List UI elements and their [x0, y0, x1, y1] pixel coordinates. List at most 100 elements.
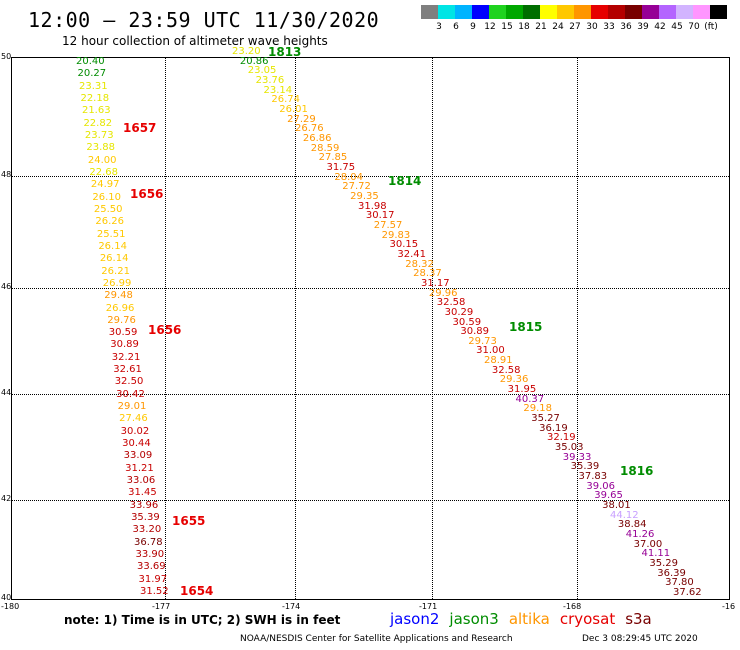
wave-height-value: 31.75 — [326, 161, 356, 173]
wave-height-value: 32.58 — [436, 297, 466, 309]
wave-height-value: 27.46 — [119, 413, 148, 425]
colorbar-swatch — [438, 5, 455, 19]
colorbar-label: 27 — [569, 22, 581, 32]
wave-height-value: 26.01 — [279, 103, 308, 115]
wave-height-value: 23.76 — [255, 74, 285, 86]
wave-height-value: 37.83 — [578, 471, 608, 483]
colorbar-swatch — [540, 5, 557, 19]
wave-height-value: 35.03 — [554, 442, 584, 454]
colorbar-label: 21 — [535, 22, 547, 32]
wave-height-value: 29.96 — [428, 287, 458, 299]
colorbar-swatch — [591, 5, 608, 19]
wave-height-value: 30.15 — [389, 239, 419, 251]
wave-height-value: 33.20 — [132, 524, 162, 536]
wave-height-value: 21.63 — [81, 105, 111, 117]
pass-time-label: 1814 — [388, 174, 422, 188]
longitude-label: -16 — [722, 602, 736, 611]
latitude-gridline — [12, 288, 729, 289]
wave-height-value: 31.17 — [421, 277, 450, 289]
colorbar-label: 9 — [470, 22, 476, 32]
wave-height-value: 26.76 — [295, 123, 324, 135]
wave-height-value: 35.39 — [570, 461, 600, 473]
wave-height-value: 23.20 — [232, 46, 261, 57]
wave-height-value: 28.04 — [334, 171, 364, 183]
wave-height-value: 38.01 — [602, 500, 631, 512]
satellite-legend: jason2 jason3 altika cryosat s3a — [390, 610, 662, 628]
legend-cryosat: cryosat — [559, 610, 616, 628]
wave-height-value: 25.51 — [96, 228, 126, 240]
wave-height-value: 36.78 — [134, 536, 163, 548]
wave-height-value: 30.29 — [444, 306, 474, 318]
wave-height-value: 20.86 — [239, 55, 269, 67]
wave-height-value: 39.06 — [586, 480, 616, 492]
wave-height-value: 29.36 — [499, 374, 529, 386]
wave-height-value: 37.00 — [633, 538, 663, 550]
colorbar-swatch — [625, 5, 642, 19]
wave-height-value: 29.01 — [117, 401, 147, 413]
colorbar-label: 30 — [586, 22, 598, 32]
wave-height-value: 33.96 — [129, 499, 159, 511]
wave-height-value: 31.52 — [140, 586, 169, 597]
wave-height-value: 30.89 — [110, 339, 139, 351]
wave-height-value: 26.86 — [302, 132, 332, 144]
wave-height-value: 32.50 — [114, 376, 144, 388]
units-note: note: 1) Time is in UTC; 2) SWH is in fe… — [64, 613, 341, 627]
wave-height-value: 36.19 — [539, 422, 568, 434]
colorbar-swatch — [574, 5, 591, 19]
longitude-label: -171 — [419, 602, 438, 611]
colorbar-label: 6 — [453, 22, 459, 32]
wave-height-value: 25.50 — [93, 203, 123, 215]
wave-height-value: 41.26 — [625, 529, 655, 541]
latitude-label: 46 — [1, 282, 12, 291]
wave-height-value: 30.17 — [365, 210, 395, 222]
wave-height-value: 28.59 — [310, 142, 340, 154]
colorbar-swatch — [455, 5, 472, 19]
wave-height-value: 32.58 — [491, 364, 521, 376]
wave-height-value: 27.72 — [342, 181, 371, 193]
wave-height-value: 31.45 — [128, 487, 157, 499]
wave-height-value: 30.59 — [108, 327, 138, 339]
legend-altika: altika — [508, 610, 550, 628]
longitude-label: -177 — [152, 602, 171, 611]
wave-height-value: 29.83 — [381, 229, 411, 241]
wave-height-value: 26.96 — [105, 302, 135, 314]
wave-height-value: 38.84 — [617, 519, 647, 531]
wave-height-value: 22.82 — [83, 117, 113, 129]
colorbar-swatch — [557, 5, 574, 19]
latitude-label: 48 — [1, 170, 12, 179]
wave-height-value: 36.39 — [657, 567, 686, 579]
wave-height-value: 33.90 — [135, 549, 165, 561]
longitude-gridline — [295, 58, 296, 599]
wave-height-value: 35.29 — [649, 558, 679, 570]
wave-height-value: 33.06 — [126, 475, 156, 487]
colorbar-label: 12 — [484, 22, 496, 32]
wave-height-value: 28.32 — [405, 258, 434, 270]
wave-height-value: 33.69 — [137, 561, 166, 573]
wave-height-value: 23.05 — [247, 65, 277, 77]
longitude-gridline — [577, 58, 578, 599]
colorbar-label: 18 — [518, 22, 530, 32]
wave-height-value: 32.41 — [397, 248, 427, 260]
wave-height-value: 37.80 — [665, 577, 694, 589]
colorbar-label: 70 — [688, 22, 700, 32]
longitude-gridline — [432, 58, 433, 599]
colorbar-swatch — [710, 5, 727, 19]
latitude-gridline — [12, 500, 729, 501]
map-title: 12:00 – 23:59 UTC 11/30/2020 — [28, 8, 380, 32]
longitude-gridline — [165, 58, 166, 599]
footer-agency: NOAA/NESDIS Center for Satellite Applica… — [240, 634, 513, 644]
wave-height-value: 30.89 — [460, 326, 490, 338]
wave-height-value: 31.95 — [507, 384, 537, 396]
colorbar-label: 3 — [436, 22, 442, 32]
legend-jason2: jason2 — [390, 610, 440, 628]
colorbar-swatch — [642, 5, 659, 19]
colorbar-label: 15 — [501, 22, 513, 32]
wave-height-value: 35.39 — [131, 512, 160, 524]
colorbar-swatch — [523, 5, 540, 19]
wave-height-value: 28.91 — [484, 355, 513, 367]
footer-timestamp: Dec 3 08:29:45 UTC 2020 — [582, 634, 698, 644]
wave-height-value: 26.14 — [98, 240, 127, 252]
wave-height-value: 32.61 — [113, 364, 142, 376]
wave-height-value: 39.33 — [562, 451, 592, 463]
wave-height-value: 30.02 — [120, 425, 150, 437]
